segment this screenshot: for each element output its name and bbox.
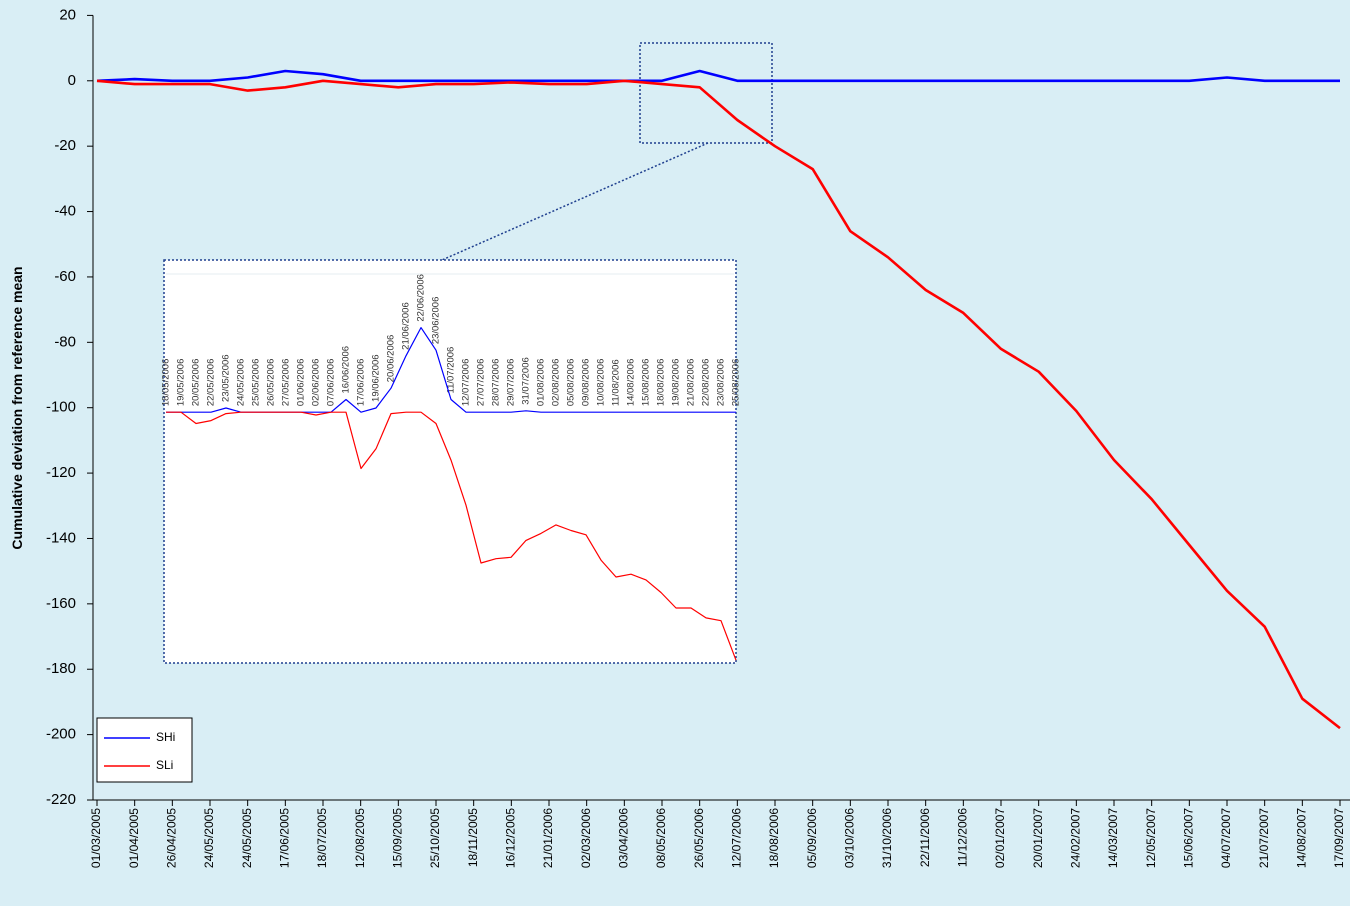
- inset-x-label: 23/06/2006: [431, 297, 442, 345]
- y-tick-label: -160: [46, 595, 76, 612]
- inset-x-label: 20/06/2006: [386, 335, 397, 383]
- inset-x-label: 18/05/2006: [161, 359, 172, 407]
- inset-x-label: 22/08/2006: [701, 359, 712, 407]
- inset-x-label: 22/05/2006: [206, 359, 217, 407]
- x-tick-label: 05/09/2006: [805, 808, 819, 868]
- x-tick-label: 18/07/2005: [315, 808, 329, 868]
- x-tick-label: 17/09/2007: [1332, 808, 1346, 868]
- inset-x-label: 22/06/2006: [416, 274, 427, 322]
- inset-x-label: 24/05/2006: [236, 359, 247, 407]
- x-tick-label: 08/05/2006: [654, 808, 668, 868]
- x-tick-label: 14/08/2007: [1295, 808, 1309, 868]
- inset-x-label: 14/08/2006: [626, 359, 637, 407]
- zoom-connector: [441, 142, 709, 261]
- inset-x-label: 15/08/2006: [641, 359, 652, 407]
- x-tick-label: 12/08/2005: [353, 808, 367, 868]
- x-tick-label: 15/09/2005: [391, 808, 405, 868]
- inset-x-label: 09/08/2006: [581, 359, 592, 407]
- inset-x-label: 07/06/2006: [326, 359, 337, 407]
- x-tick-label: 20/01/2007: [1031, 808, 1045, 868]
- inset-x-label: 23/08/2006: [716, 359, 727, 407]
- x-tick-label: 12/05/2007: [1144, 808, 1158, 868]
- x-tick-label: 02/03/2006: [579, 808, 593, 868]
- legend-label: SLi: [156, 758, 173, 772]
- x-tick-label: 26/05/2006: [692, 808, 706, 868]
- y-tick-label: -40: [54, 203, 76, 220]
- inset-x-label: 18/08/2006: [656, 359, 667, 407]
- x-tick-label: 21/07/2007: [1257, 808, 1271, 868]
- y-tick-label: -100: [46, 399, 76, 416]
- x-tick-label: 14/03/2007: [1106, 808, 1120, 868]
- x-tick-label: 01/03/2005: [89, 808, 103, 868]
- inset-x-label: 12/07/2006: [461, 359, 472, 407]
- inset-x-label: 11/07/2006: [446, 347, 457, 394]
- inset-x-label: 27/07/2006: [476, 359, 487, 407]
- x-tick-label: 31/10/2006: [880, 808, 894, 868]
- x-tick-label: 16/12/2005: [504, 808, 518, 868]
- inset-x-label: 26/05/2006: [266, 359, 277, 407]
- inset-x-label: 28/07/2006: [491, 359, 502, 407]
- line-series: [96, 79, 1341, 730]
- y-axis-title: Cumulative deviation from reference mean: [9, 266, 25, 549]
- inset-x-label: 19/08/2006: [671, 359, 682, 407]
- x-tick-label: 04/07/2007: [1219, 808, 1233, 868]
- inset-x-label: 11/08/2006: [611, 359, 622, 406]
- inset-x-label: 23/05/2006: [221, 354, 232, 402]
- inset-x-label: 01/06/2006: [296, 359, 307, 407]
- inset-x-label: 25/08/2006: [731, 359, 742, 407]
- x-tick-label: 24/05/2005: [240, 808, 254, 868]
- inset-x-label: 29/07/2006: [506, 359, 517, 407]
- line-series: [166, 411, 737, 661]
- y-tick-label: 20: [59, 6, 76, 23]
- inset-x-label: 25/05/2006: [251, 359, 262, 407]
- x-tick-label: 24/05/2005: [202, 808, 216, 868]
- y-tick-label: -140: [46, 529, 76, 546]
- x-tick-label: 15/06/2007: [1182, 808, 1196, 868]
- x-tick-label: 21/01/2006: [541, 808, 555, 868]
- x-tick-label: 02/01/2007: [993, 808, 1007, 868]
- x-tick-label: 24/02/2007: [1069, 808, 1083, 868]
- x-tick-label: 03/04/2006: [617, 808, 631, 868]
- inset-x-label: 21/08/2006: [686, 359, 697, 407]
- inset-x-label: 17/06/2006: [356, 359, 367, 407]
- line-series: [96, 69, 1340, 83]
- y-tick-label: -80: [54, 333, 76, 350]
- inset-x-label: 19/05/2006: [176, 359, 187, 407]
- inset-x-label: 31/07/2006: [521, 357, 532, 405]
- zoom-box: [639, 42, 773, 144]
- inset-x-label: 21/06/2006: [401, 302, 412, 350]
- inset-x-label: 05/08/2006: [566, 359, 577, 407]
- legend-label: SHi: [156, 730, 175, 744]
- y-tick-label: -60: [54, 268, 76, 285]
- x-tick-label: 18/08/2006: [767, 808, 781, 868]
- y-tick-label: -200: [46, 726, 76, 743]
- y-tick-label: -20: [54, 137, 76, 154]
- y-tick-label: -220: [46, 791, 76, 808]
- inset-x-label: 19/06/2006: [371, 354, 382, 402]
- inset-x-label: 01/08/2006: [536, 359, 547, 407]
- x-tick-label: 22/11/2006: [918, 808, 932, 867]
- x-tick-label: 18/11/2005: [466, 808, 480, 867]
- x-tick-label: 03/10/2006: [843, 808, 857, 868]
- x-tick-label: 11/12/2006: [956, 808, 970, 867]
- x-tick-label: 26/04/2005: [165, 808, 179, 868]
- inset-x-label: 16/06/2006: [341, 346, 352, 394]
- x-tick-label: 17/06/2005: [278, 808, 292, 868]
- inset-x-label: 10/08/2006: [596, 359, 607, 407]
- inset-x-label: 27/05/2006: [281, 359, 292, 407]
- legend-box: [96, 717, 193, 783]
- x-tick-label: 12/07/2006: [730, 808, 744, 868]
- y-tick-label: 0: [68, 72, 76, 89]
- x-tick-label: 01/04/2005: [127, 808, 141, 868]
- inset-x-label: 20/05/2006: [191, 359, 202, 407]
- inset-x-label: 02/08/2006: [551, 359, 562, 407]
- y-tick-label: -120: [46, 464, 76, 481]
- inset-x-label: 02/06/2006: [311, 359, 322, 407]
- inset-panel: [163, 259, 737, 664]
- x-tick-label: 25/10/2005: [428, 808, 442, 868]
- y-tick-label: -180: [46, 660, 76, 677]
